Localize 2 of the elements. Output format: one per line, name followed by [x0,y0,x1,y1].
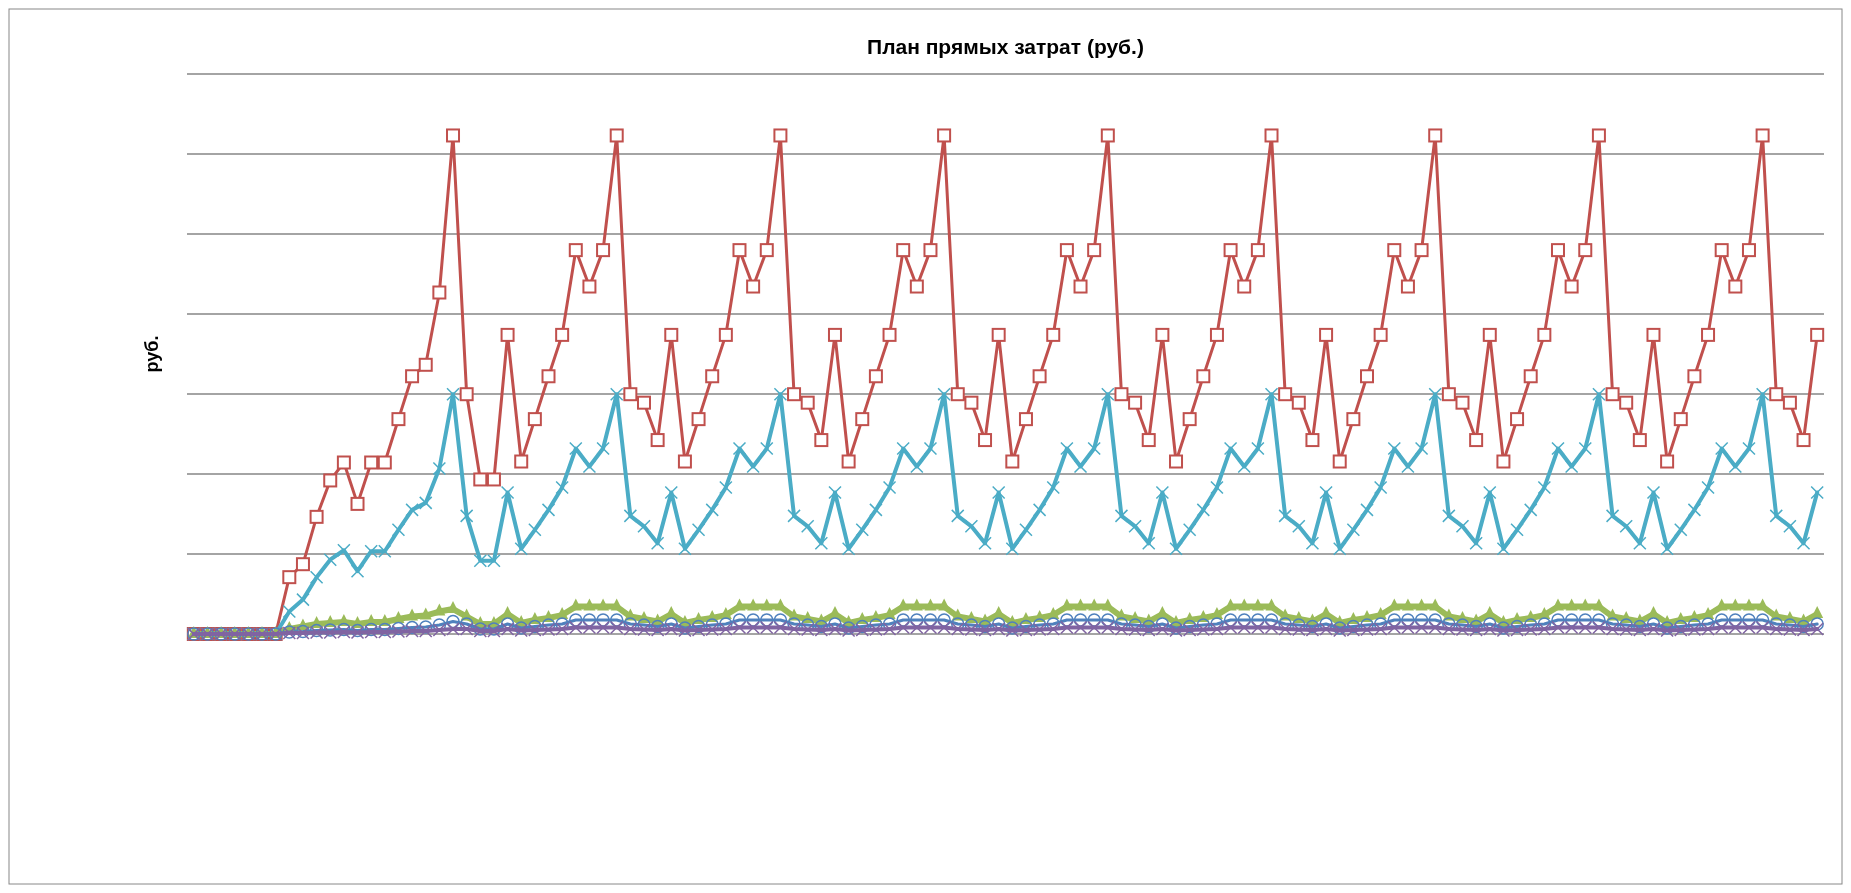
y-axis-title: руб. [142,335,162,373]
chart-title: План прямых затрат (руб.) [867,35,1144,58]
